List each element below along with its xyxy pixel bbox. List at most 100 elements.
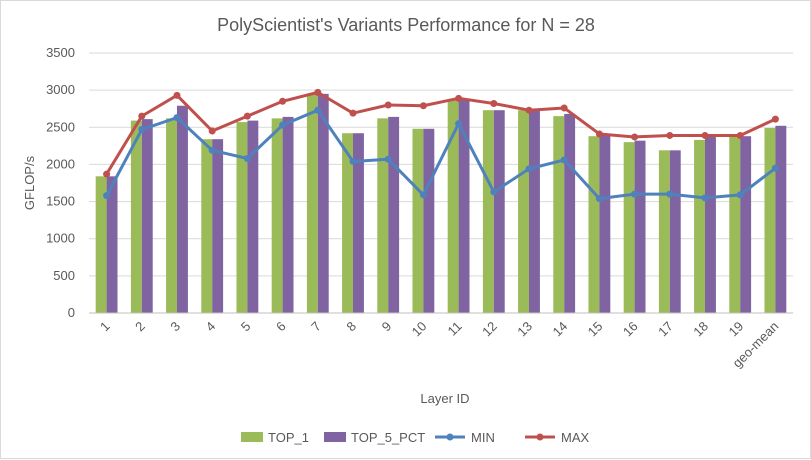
point-min (736, 191, 744, 199)
bar-top-1 (377, 118, 389, 313)
bar-top-1 (306, 94, 318, 313)
legend-marker-max (536, 433, 544, 441)
point-min (279, 121, 287, 129)
y-tick-label: 2000 (46, 156, 75, 171)
bar-top-5-pct (634, 140, 646, 313)
x-tick-label: 18 (690, 319, 711, 340)
x-tick-label: 1 (97, 319, 113, 335)
legend-label-top-5-pct: TOP_5_PCT (351, 430, 425, 445)
y-tick-label: 0 (68, 305, 75, 320)
bar-top-5-pct (177, 105, 188, 313)
bar-top-5-pct (388, 116, 400, 313)
point-max (384, 101, 392, 109)
bar-top-5-pct (599, 135, 611, 313)
bar-top-1 (342, 133, 353, 313)
bar-top-5-pct (564, 113, 576, 314)
point-max (138, 112, 146, 120)
point-max (595, 130, 603, 138)
point-min (455, 120, 463, 128)
series-line-min (105, 108, 777, 201)
bar-top-5-pct (423, 128, 435, 313)
y-tick-label: 1000 (46, 231, 75, 246)
x-tick-label: 4 (203, 319, 219, 335)
y-tick-label: 3000 (46, 82, 75, 97)
point-min (103, 192, 111, 200)
bar-top-1 (482, 110, 494, 313)
x-tick-label: 15 (585, 319, 606, 340)
x-tick-label: 2 (132, 319, 148, 335)
point-max (701, 131, 709, 139)
point-max (314, 88, 322, 96)
x-tick-label: 7 (308, 319, 324, 335)
point-min (208, 146, 216, 154)
point-max (455, 94, 463, 102)
bar-top-5-pct (493, 110, 505, 313)
point-min (666, 190, 674, 198)
point-min (490, 188, 498, 196)
bar-top-5-pct (353, 133, 364, 313)
bar-top-1 (764, 128, 776, 313)
point-min (314, 106, 322, 114)
legend: TOP_1 TOP_5_PCT MIN MAX (241, 430, 590, 445)
point-min (525, 165, 533, 173)
series-line-max (105, 90, 777, 175)
legend-label-max: MAX (561, 430, 590, 445)
x-tick-label: 14 (549, 319, 570, 340)
point-min (384, 155, 392, 163)
point-max (349, 109, 357, 117)
point-max (560, 104, 568, 112)
bar-top-1 (271, 118, 283, 313)
bar-top-1 (166, 118, 177, 313)
chart-title: PolyScientist's Variants Performance for… (217, 15, 595, 35)
x-tick-label: 17 (655, 319, 676, 340)
point-min (595, 195, 603, 203)
bar-top-1 (130, 120, 142, 313)
point-max (525, 106, 533, 114)
bar-top-1 (518, 110, 529, 313)
x-tick-label: 19 (725, 319, 746, 340)
x-tick-label: 5 (238, 319, 254, 335)
legend-label-top-1: TOP_1 (268, 430, 309, 445)
point-max (103, 170, 111, 178)
legend-marker-min (446, 433, 454, 441)
x-tick-label: 16 (620, 319, 641, 340)
y-tick-label: 3500 (46, 45, 75, 60)
gridlines (89, 52, 793, 314)
bar-group (95, 93, 787, 314)
x-axis-label: Layer ID (420, 391, 469, 406)
bar-top-5-pct (529, 110, 540, 313)
point-min (631, 190, 639, 198)
y-tick-label: 500 (53, 268, 75, 283)
point-max (173, 91, 181, 99)
line-group (103, 88, 779, 203)
point-max (208, 127, 216, 135)
point-max (771, 115, 779, 123)
bar-top-5-pct (282, 116, 294, 313)
bar-top-1 (729, 136, 741, 313)
point-min (243, 154, 251, 162)
legend-label-min: MIN (471, 430, 495, 445)
point-min (701, 194, 709, 202)
bar-top-5-pct (705, 135, 716, 313)
point-min (560, 156, 568, 164)
bar-top-1 (694, 139, 705, 313)
bar-top-1 (623, 142, 635, 313)
point-min (173, 114, 181, 122)
x-tick-label: 3 (167, 319, 183, 335)
bar-top-5-pct (247, 120, 259, 313)
x-tick-label: 9 (379, 319, 395, 335)
bar-top-1 (553, 116, 565, 314)
legend-swatch-top-5-pct (324, 432, 346, 442)
bar-top-5-pct (212, 139, 224, 313)
point-min (771, 164, 779, 172)
bar-top-5-pct (740, 136, 752, 313)
bar-top-5-pct (106, 176, 118, 313)
point-max (490, 100, 498, 108)
x-tick-label: 10 (409, 319, 430, 340)
point-max (666, 131, 674, 139)
bar-top-1 (658, 150, 670, 313)
bar-top-1 (201, 139, 213, 313)
